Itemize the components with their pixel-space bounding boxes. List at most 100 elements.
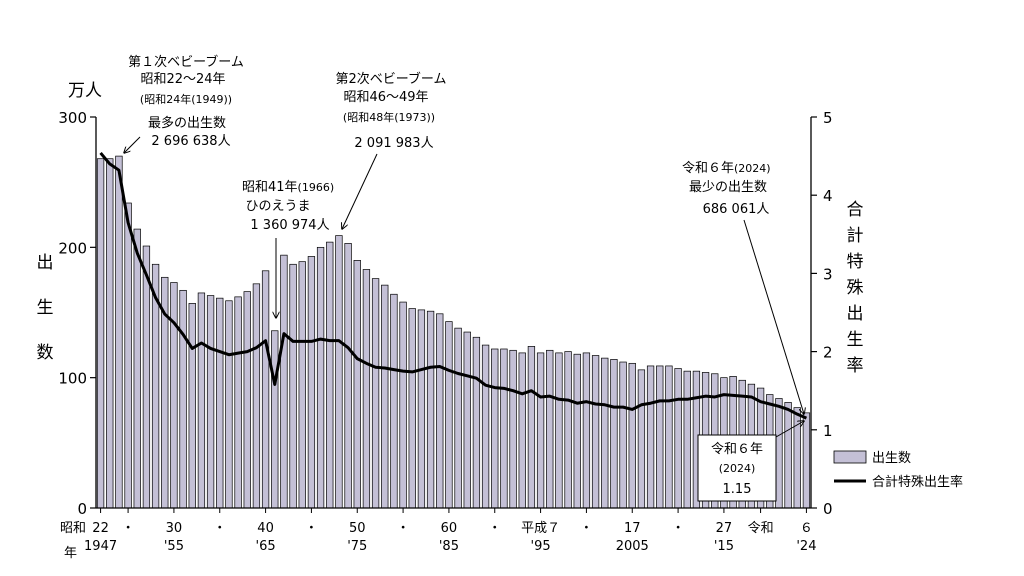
legend: 出生数 合計特殊出生率 [833, 450, 963, 490]
x-tick-label-top: ・ [213, 521, 226, 536]
x-tick-label-top: 令和 [748, 521, 774, 536]
x-ticks: 22 1947 ・ 30 '55 ・ 40 '65 ・ 50 '75 ・ 60 '85 ・ 平成７ '95 ・ 17… [84, 508, 816, 554]
right-axis-title: 合計特殊出生率 [847, 200, 864, 376]
bar-2010 [674, 368, 682, 509]
svg-text:最少の出生数: 最少の出生数 [689, 180, 767, 195]
bar-1992 [509, 349, 517, 509]
bar-1991 [500, 348, 508, 509]
right-axis-title-char: 生 [847, 330, 864, 350]
bar-1976 [362, 269, 371, 509]
svg-text:1.15: 1.15 [723, 482, 752, 497]
right-axis-title-char: 計 [847, 226, 864, 246]
bar-1967 [280, 254, 288, 509]
bar-1978 [381, 284, 389, 509]
svg-text:昭和46～49年: 昭和46～49年 [343, 90, 428, 105]
svg-text:昭和41年(1966): 昭和41年(1966) [242, 180, 334, 195]
bar-2022 [784, 402, 792, 509]
bar-1956 [179, 289, 187, 509]
x-tick-label-top: ・ [305, 521, 318, 536]
bar-1952 [142, 245, 151, 509]
right-tick-label: 2 [823, 344, 833, 362]
bar-1995 [536, 352, 545, 509]
x-tick-label-bottom: '75 [347, 539, 367, 554]
svg-text:ひのえうま: ひのえうま [245, 199, 310, 214]
bar-1996 [546, 349, 554, 509]
bar-1984 [436, 313, 444, 509]
bar-1982 [417, 309, 426, 509]
x-tick-label-bottom: 1947 [84, 539, 117, 554]
svg-text:686 061人: 686 061人 [703, 202, 770, 217]
bar-1961 [225, 300, 233, 509]
left-ticks: 0 100 200 300 [58, 109, 96, 518]
svg-text:(2024): (2024) [719, 462, 756, 475]
bar-1989 [481, 344, 490, 509]
bar-2009 [665, 365, 673, 509]
bar-2008 [656, 365, 664, 509]
bar-1960 [216, 297, 224, 509]
x-tick-label-top: 17 [624, 521, 641, 536]
x-tick-label-top: 60 [441, 521, 458, 536]
svg-text:最多の出生数: 最多の出生数 [148, 115, 226, 131]
x-era-bottom: 年 [64, 546, 77, 561]
bar-1977 [371, 278, 380, 509]
right-axis-title-char: 殊 [847, 278, 864, 298]
bar-1986 [454, 327, 462, 509]
bar-1957 [188, 303, 196, 509]
bar-1966 [271, 330, 279, 509]
svg-text:1 360 974人: 1 360 974人 [250, 218, 329, 233]
bar-1990 [491, 348, 499, 509]
bar-1964 [252, 283, 261, 509]
x-tick-label-top: 40 [257, 521, 274, 536]
left-axis-title-char: 数 [37, 343, 54, 363]
svg-text:第2次ベビーブーム: 第2次ベビーブーム [335, 71, 446, 87]
bar-1983 [426, 310, 435, 509]
x-tick-label-bottom: '15 [714, 539, 734, 554]
right-tick-label: 1 [823, 422, 833, 440]
bar-1958 [197, 292, 206, 509]
legend-line-label: 合計特殊出生率 [872, 474, 963, 490]
right-tick-label: 4 [823, 187, 833, 205]
bar-1963 [243, 291, 251, 509]
svg-text:令和６年: 令和６年 [711, 442, 763, 457]
annotation-hinoe: 昭和41年(1966) ひのえうま 1 360 974人 [242, 180, 334, 318]
bar-1947 [96, 158, 105, 509]
x-tick-label-bottom: '55 [164, 539, 184, 554]
legend-bar-swatch [833, 450, 867, 464]
x-tick-label-bottom: '85 [439, 539, 459, 554]
bar-2006 [637, 369, 646, 509]
left-axis-title-char: 生 [37, 298, 54, 318]
x-era-top: 昭和 [60, 521, 86, 536]
annotation-tfr-box: 令和６年 (2024) 1.15 [697, 421, 804, 502]
legend-bar-label: 出生数 [872, 451, 911, 466]
bar-1948 [106, 158, 114, 509]
left-axis-unit: 万人 [68, 81, 102, 101]
x-tick-label-top: 30 [166, 521, 183, 536]
right-ticks: 0 1 2 3 4 5 [811, 109, 833, 518]
bar-1987 [463, 331, 471, 509]
bar-1985 [445, 321, 453, 509]
bar-1981 [408, 308, 416, 509]
x-tick-label-top: ・ [580, 521, 593, 536]
right-tick-label: 5 [823, 109, 833, 127]
right-tick-label: 0 [823, 500, 833, 518]
bar-series [96, 155, 811, 509]
bar-2021 [775, 398, 783, 509]
bar-2001 [591, 355, 600, 509]
bar-1988 [472, 336, 481, 509]
left-tick-label: 100 [58, 370, 87, 388]
tfr-line [99, 152, 808, 420]
left-tick-label: 300 [58, 109, 87, 127]
bar-1951 [133, 228, 141, 509]
left-tick-label: 0 [77, 500, 87, 518]
x-tick-label-top: ・ [122, 521, 135, 536]
x-tick-label-bottom: '65 [256, 539, 276, 554]
annotation-boom1: 第１次ベビーブーム 昭和22～24年 (昭和24年(1949)) 最多の出生数 … [124, 54, 244, 153]
x-tick-label-top: ・ [672, 521, 685, 536]
svg-text:(昭和24年(1949)): (昭和24年(1949)) [140, 92, 232, 106]
x-tick-label-top: ６ [800, 521, 813, 536]
bar-2023 [793, 407, 801, 509]
bar-2024 [802, 412, 811, 509]
x-tick-label-bottom: '24 [796, 539, 816, 554]
x-tick-label-top: ・ [397, 521, 410, 536]
bar-1972 [326, 241, 334, 509]
